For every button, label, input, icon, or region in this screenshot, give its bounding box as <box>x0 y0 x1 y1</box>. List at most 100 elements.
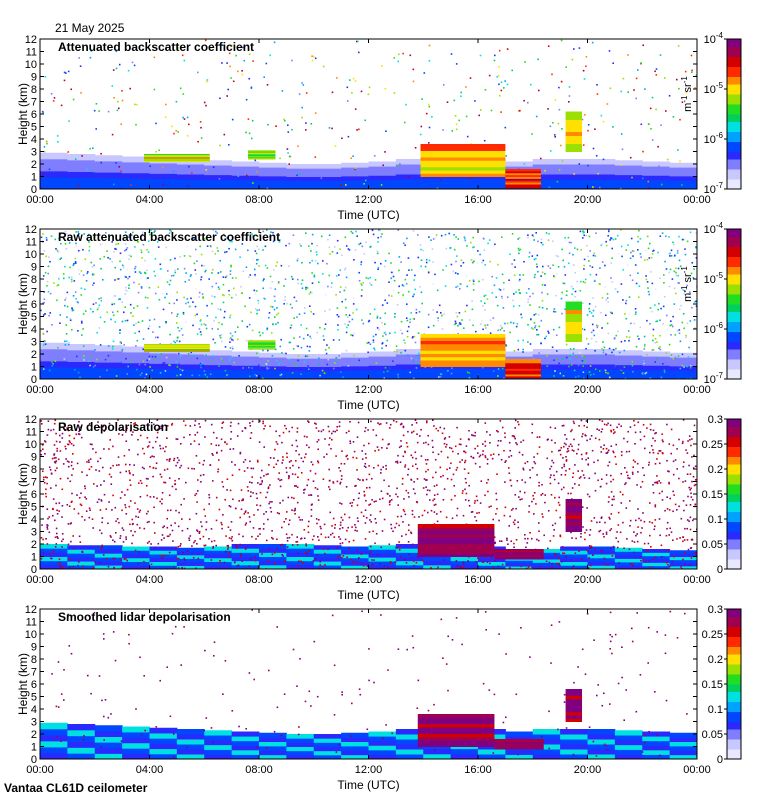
speckle-point <box>591 312 593 314</box>
speckle-point <box>99 530 101 532</box>
speckle-point <box>511 70 513 72</box>
speckle-point <box>582 365 584 367</box>
speckle-point <box>120 187 122 189</box>
speckle-point <box>240 286 242 288</box>
speckle-point <box>113 69 115 71</box>
speckle-point <box>252 492 254 494</box>
y-tick-label: 8 <box>31 84 37 96</box>
speckle-point <box>304 307 306 309</box>
speckle-point <box>231 297 233 299</box>
speckle-point <box>178 546 180 548</box>
speckle-point <box>608 333 610 335</box>
speckle-point <box>286 534 288 536</box>
speckle-point <box>524 463 526 465</box>
speckle-point <box>544 170 546 172</box>
boundary-layer-cell <box>95 178 123 184</box>
speckle-point <box>385 260 387 262</box>
speckle-point <box>500 325 502 327</box>
speckle-point <box>288 524 290 526</box>
speckle-point <box>591 520 593 522</box>
speckle-point <box>195 273 197 275</box>
speckle-point <box>213 546 215 548</box>
speckle-point <box>316 251 318 253</box>
speckle-point <box>578 365 580 367</box>
speckle-point <box>130 361 132 363</box>
speckle-point <box>659 335 661 337</box>
speckle-point <box>268 317 270 319</box>
speckle-point <box>148 251 150 253</box>
speckle-point <box>610 425 612 427</box>
speckle-point <box>421 259 423 261</box>
speckle-point <box>294 297 296 299</box>
speckle-point <box>274 449 276 451</box>
speckle-point <box>341 450 343 452</box>
x-tick-label: 08:00 <box>245 384 273 396</box>
boundary-layer-cell <box>341 176 369 181</box>
speckle-point <box>115 507 117 509</box>
speckle-point <box>295 474 297 476</box>
speckle-point <box>92 311 94 313</box>
speckle-point <box>86 510 88 512</box>
speckle-point <box>640 556 642 558</box>
speckle-point <box>677 250 679 252</box>
speckle-point <box>214 342 216 344</box>
speckle-point <box>154 532 156 534</box>
speckle-point <box>65 446 67 448</box>
speckle-point <box>88 250 90 252</box>
speckle-point <box>262 350 264 352</box>
speckle-point <box>56 448 58 450</box>
speckle-point <box>561 128 563 130</box>
boundary-layer-cell <box>286 354 314 359</box>
speckle-point <box>428 104 430 106</box>
speckle-point <box>211 272 213 274</box>
speckle-point <box>652 522 654 524</box>
speckle-point <box>127 320 129 322</box>
speckle-point <box>298 517 300 519</box>
speckle-point <box>610 88 612 90</box>
boundary-layer-cell <box>505 162 533 167</box>
speckle-point <box>252 421 254 423</box>
speckle-point <box>89 507 91 509</box>
speckle-point <box>312 60 314 62</box>
speckle-point <box>367 429 369 431</box>
speckle-point <box>323 335 325 337</box>
speckle-point <box>93 265 95 267</box>
speckle-point <box>400 445 402 447</box>
speckle-point <box>607 564 609 566</box>
speckle-point <box>230 333 232 335</box>
speckle-point <box>587 464 589 466</box>
boundary-layer-cell <box>67 561 95 565</box>
speckle-point <box>486 431 488 433</box>
speckle-point <box>101 548 103 550</box>
speckle-point <box>666 528 668 530</box>
speckle-point <box>695 479 697 481</box>
speckle-point <box>54 457 56 459</box>
boundary-layer-cell <box>67 154 95 160</box>
speckle-point <box>126 373 128 375</box>
speckle-point <box>434 511 436 513</box>
speckle-point <box>561 561 563 563</box>
speckle-point <box>371 478 373 480</box>
speckle-point <box>66 248 68 250</box>
boundary-layer-cell <box>150 547 178 551</box>
speckle-point <box>504 80 506 82</box>
speckle-point <box>389 367 391 369</box>
speckle-point <box>262 423 264 425</box>
boundary-layer-cell <box>40 349 68 356</box>
speckle-point <box>196 314 198 316</box>
speckle-point <box>675 293 677 295</box>
speckle-point <box>177 313 179 315</box>
speckle-point <box>616 427 618 429</box>
speckle-point <box>682 536 684 538</box>
speckle-point <box>71 501 73 503</box>
speckle-point <box>225 551 227 553</box>
speckle-point <box>414 289 416 291</box>
speckle-point <box>554 276 556 278</box>
speckle-point <box>429 60 431 62</box>
speckle-point <box>332 251 334 253</box>
speckle-point <box>316 254 318 256</box>
speckle-point <box>89 148 91 150</box>
speckle-point <box>683 313 685 315</box>
speckle-point <box>376 435 378 437</box>
speckle-point <box>265 497 267 499</box>
